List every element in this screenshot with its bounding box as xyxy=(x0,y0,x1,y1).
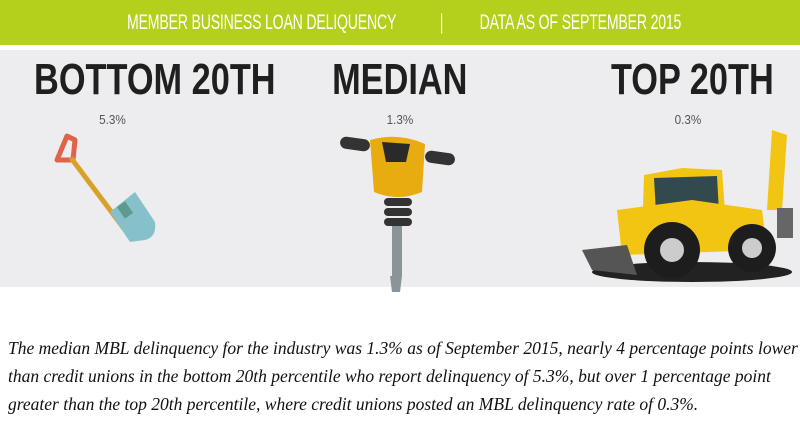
summary-paragraph: The median MBL delinquency for the indus… xyxy=(8,337,798,414)
shovel-icon xyxy=(54,133,156,242)
group-median: MEDIAN 1.3% xyxy=(300,50,500,127)
group-bottom-20th: BOTTOM 20TH 5.3% xyxy=(0,50,276,127)
header-banner: MEMBER BUSINESS LOAN DELIQUENCY | DATA A… xyxy=(0,0,800,45)
group-value: 5.3% xyxy=(99,112,126,127)
jackhammer-icon xyxy=(340,136,455,292)
group-label: BOTTOM 20TH xyxy=(34,55,276,104)
group-label: TOP 20TH xyxy=(610,55,774,104)
group-top-20th: TOP 20TH 0.3% xyxy=(588,50,788,127)
infographic-panel: BOTTOM 20TH 5.3% MEDIAN 1.3% TOP 20TH 0.… xyxy=(0,50,800,292)
banner-title: MEMBER BUSINESS LOAN DELIQUENCY | DATA A… xyxy=(126,10,681,34)
group-value: 0.3% xyxy=(674,112,702,127)
group-value: 1.3% xyxy=(386,112,414,127)
backhoe-icon xyxy=(582,130,793,282)
group-label: MEDIAN xyxy=(332,55,468,104)
